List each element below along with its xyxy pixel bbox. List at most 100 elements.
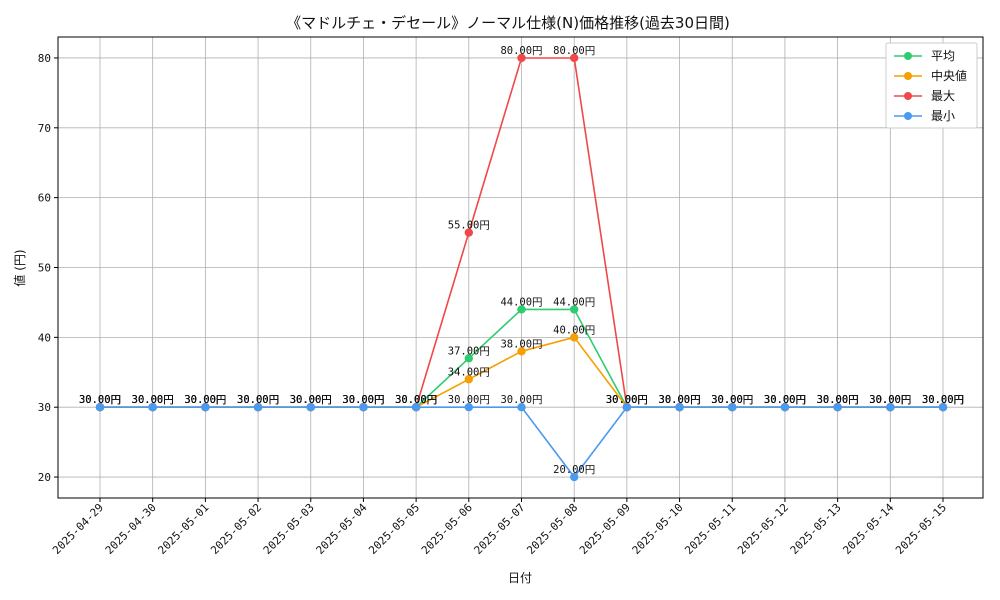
- data-point: [728, 402, 737, 412]
- data-label: 30.00円: [237, 394, 279, 406]
- data-label: 30.00円: [395, 394, 437, 406]
- data-point: [517, 305, 526, 314]
- x-tick-label: 2025-04-30: [103, 501, 159, 557]
- data-label: 34.00円: [448, 366, 490, 378]
- y-tick-label: 60: [38, 192, 51, 205]
- x-tick-label: 2025-05-12: [735, 501, 791, 557]
- y-tick-label: 80: [38, 52, 51, 65]
- y-tick-label: 70: [38, 122, 51, 135]
- data-label: 30.00円: [869, 394, 911, 406]
- data-label: 30.00円: [237, 394, 279, 406]
- data-point: [780, 402, 790, 412]
- data-label: 30.00円: [764, 394, 806, 406]
- data-point: [886, 402, 895, 412]
- data-label: 30.00円: [659, 394, 701, 406]
- data-label: 30.00円: [290, 394, 332, 406]
- x-tick-label: 2025-05-07: [472, 501, 528, 557]
- data-label: 30.00円: [711, 394, 753, 406]
- y-axis-ticks: 20 30 40 50 60 70 80: [38, 52, 58, 484]
- data-label: 30.00円: [922, 394, 964, 406]
- data-point: [569, 472, 579, 482]
- x-tick-label: 2025-05-13: [788, 501, 844, 557]
- data-label: 30.00円: [132, 394, 174, 406]
- data-label: 30.00円: [711, 394, 753, 406]
- y-tick-label: 30: [38, 401, 51, 414]
- data-label: 30.00円: [132, 394, 174, 406]
- data-label: 30.00円: [395, 394, 437, 406]
- data-label: 30.00円: [659, 394, 701, 406]
- legend-marker: [904, 112, 912, 120]
- data-point: [622, 402, 632, 412]
- data-label: 30.00円: [764, 394, 806, 406]
- data-label: 30.00円: [290, 394, 332, 406]
- data-label: 30.00円: [922, 394, 964, 406]
- data-label: 30.00円: [184, 394, 226, 406]
- data-point: [464, 375, 474, 384]
- data-point: [148, 402, 157, 412]
- data-label: 37.00円: [448, 345, 490, 357]
- series-lines: [95, 53, 948, 482]
- chart-title: 《マドルチェ・デセール》ノーマル仕様(N)価格推移(過去30日間): [286, 14, 730, 32]
- data-label: 30.00円: [659, 394, 701, 406]
- x-tick-label: 2025-05-03: [261, 501, 317, 557]
- data-label: 30.00円: [500, 394, 542, 406]
- data-label: 30.00円: [79, 394, 121, 406]
- data-label: 30.00円: [869, 394, 911, 406]
- grid: [58, 37, 983, 498]
- data-label: 30.00円: [711, 394, 753, 406]
- data-label: 30.00円: [132, 394, 174, 406]
- x-axis-label: 日付: [508, 571, 532, 585]
- data-label: 30.00円: [922, 394, 964, 406]
- data-label: 30.00円: [869, 394, 911, 406]
- legend-box: [885, 42, 978, 129]
- data-label: 30.00円: [764, 394, 806, 406]
- data-label: 38.00円: [500, 338, 542, 350]
- data-label: 30.00円: [79, 394, 121, 406]
- x-tick-label: 2025-05-09: [577, 501, 633, 557]
- y-tick-label: 50: [38, 262, 51, 275]
- data-point: [411, 402, 421, 412]
- x-tick-label: 2025-05-06: [419, 501, 475, 557]
- x-tick-label: 2025-04-29: [50, 501, 106, 557]
- data-point: [517, 347, 526, 356]
- data-label: 30.00円: [237, 394, 279, 406]
- data-point: [938, 402, 948, 412]
- y-tick-label: 40: [38, 331, 51, 344]
- data-label: 20.00円: [553, 464, 595, 476]
- data-point: [464, 354, 474, 363]
- data-label: 30.00円: [184, 394, 226, 406]
- data-label: 30.00円: [237, 394, 279, 406]
- legend-label: 中央値: [931, 68, 967, 83]
- data-label: 30.00円: [817, 394, 859, 406]
- data-label: 30.00円: [711, 394, 753, 406]
- x-tick-label: 2025-05-10: [630, 501, 686, 557]
- data-point: [95, 402, 105, 412]
- data-label: 30.00円: [395, 394, 437, 406]
- data-point: [675, 402, 684, 412]
- x-axis-ticks: 2025-04-292025-04-302025-05-012025-05-02…: [50, 498, 949, 557]
- data-label: 30.00円: [817, 394, 859, 406]
- data-label: 30.00円: [184, 394, 226, 406]
- data-label: 30.00円: [659, 394, 701, 406]
- data-point: [253, 402, 263, 412]
- x-tick-label: 2025-05-02: [208, 501, 264, 557]
- x-tick-label: 2025-05-05: [366, 501, 422, 557]
- data-label: 30.00円: [448, 394, 490, 406]
- data-label: 30.00円: [817, 394, 859, 406]
- data-label: 30.00円: [184, 394, 226, 406]
- data-point: [569, 305, 579, 314]
- legend-marker: [904, 72, 912, 80]
- data-point: [569, 53, 579, 63]
- data-label: 30.00円: [764, 394, 806, 406]
- data-label: 30.00円: [290, 394, 332, 406]
- data-point: [517, 402, 526, 412]
- data-label: 30.00円: [342, 394, 384, 406]
- data-labels: 30.00円 30.00円 30.00円 30.00円 30.00円 30.00円 30.0…: [79, 45, 964, 476]
- y-axis-label: 値 (円): [12, 249, 27, 286]
- data-label: 30.00円: [817, 394, 859, 406]
- y-tick-label: 20: [38, 471, 51, 484]
- x-tick-label: 2025-05-08: [524, 501, 580, 557]
- x-tick-label: 2025-05-04: [314, 501, 370, 557]
- data-label: 30.00円: [342, 394, 384, 406]
